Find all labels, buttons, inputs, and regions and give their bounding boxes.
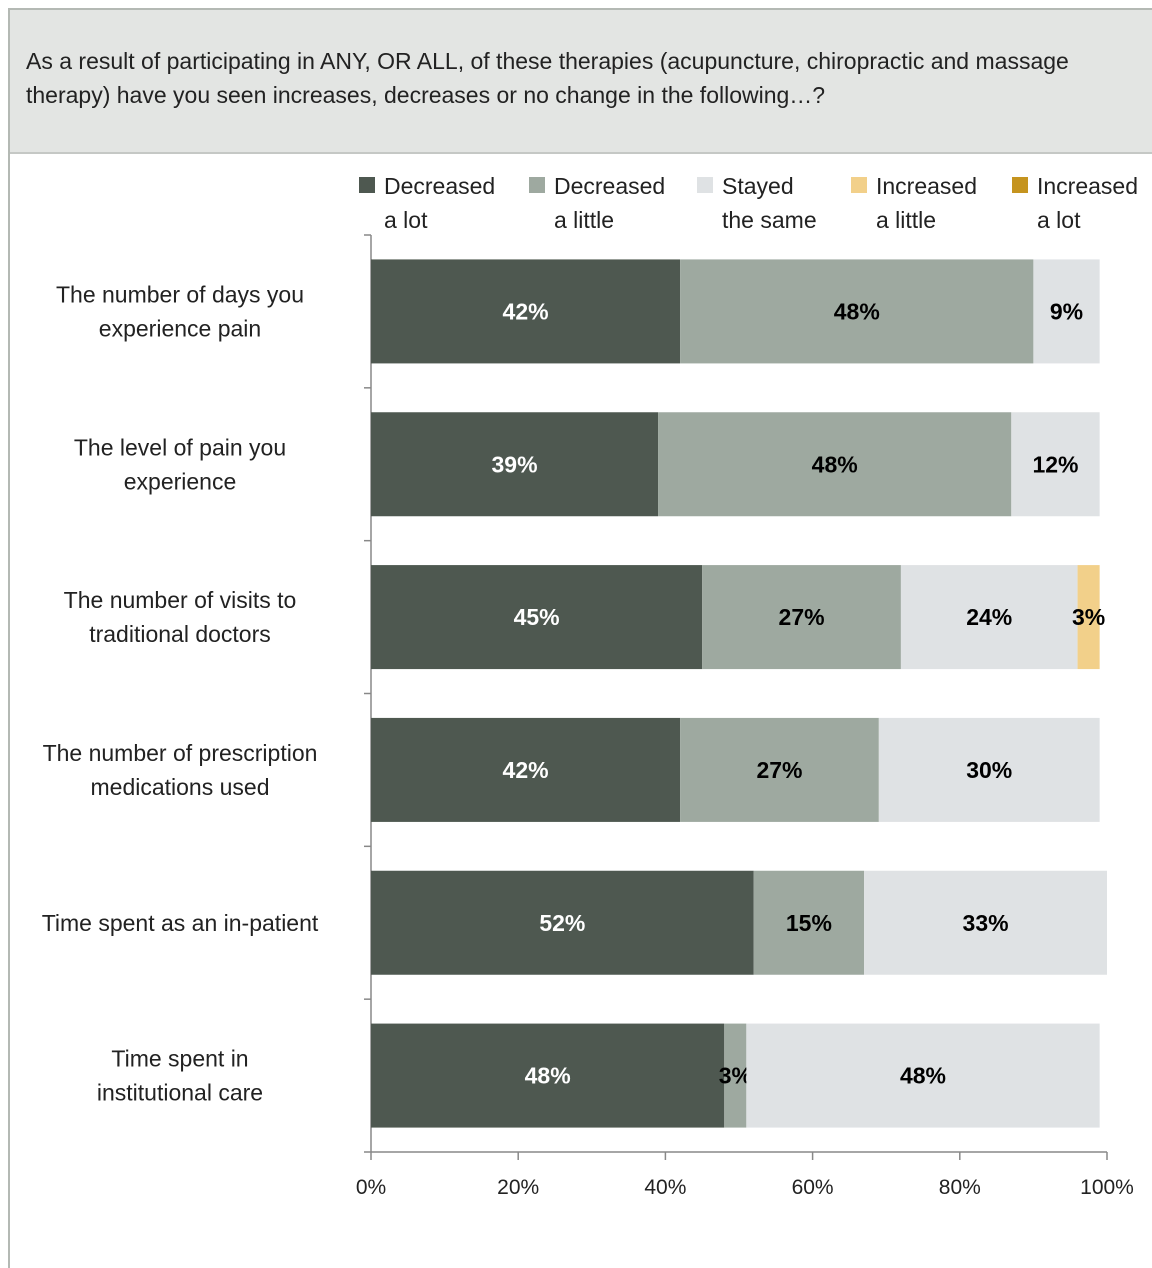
category-label: The level of pain you experience	[74, 434, 286, 494]
data-label: 48%	[525, 1063, 571, 1089]
legend-swatch	[529, 177, 545, 193]
x-tick-label: 60%	[792, 1176, 834, 1199]
legend-swatch	[359, 177, 375, 193]
data-label: 48%	[812, 451, 858, 477]
category-label: The number of prescription medications us…	[43, 740, 318, 800]
data-label: 27%	[756, 757, 802, 783]
data-label: 42%	[503, 757, 549, 783]
legend-label: Increased a lot	[1037, 173, 1138, 233]
data-label: 27%	[779, 604, 825, 630]
x-tick-label: 0%	[356, 1176, 386, 1199]
legend-label: Decreased a little	[554, 173, 665, 233]
data-label: 12%	[1032, 451, 1078, 477]
data-label: 42%	[503, 298, 549, 324]
legend-label: Stayed the same	[722, 173, 817, 233]
x-tick-label: 100%	[1080, 1176, 1134, 1199]
data-label: 30%	[966, 757, 1012, 783]
data-label: 39%	[491, 451, 537, 477]
legend-label: Decreased a lot	[384, 173, 495, 233]
data-label: 3%	[1072, 604, 1105, 630]
data-label: 45%	[514, 604, 560, 630]
legend-swatch	[697, 177, 713, 193]
data-label: 52%	[539, 910, 585, 936]
category-label: The number of days you experience pain	[56, 281, 304, 341]
data-label: 24%	[966, 604, 1012, 630]
data-label: 48%	[834, 298, 880, 324]
category-label: The number of visits to traditional docto…	[64, 587, 297, 647]
legend-swatch	[851, 177, 867, 193]
x-tick-label: 20%	[497, 1176, 539, 1199]
category-label: Time spent as an in-patient	[42, 910, 319, 936]
x-tick-label: 80%	[939, 1176, 981, 1199]
data-label: 15%	[786, 910, 832, 936]
data-label: 48%	[900, 1063, 946, 1089]
data-label: 33%	[963, 910, 1009, 936]
legend-label: Increased a little	[876, 173, 977, 233]
data-label: 9%	[1050, 298, 1083, 324]
category-label: Time spent in institutional care	[97, 1046, 263, 1106]
legend-swatch	[1012, 177, 1028, 193]
x-tick-label: 40%	[644, 1176, 686, 1199]
